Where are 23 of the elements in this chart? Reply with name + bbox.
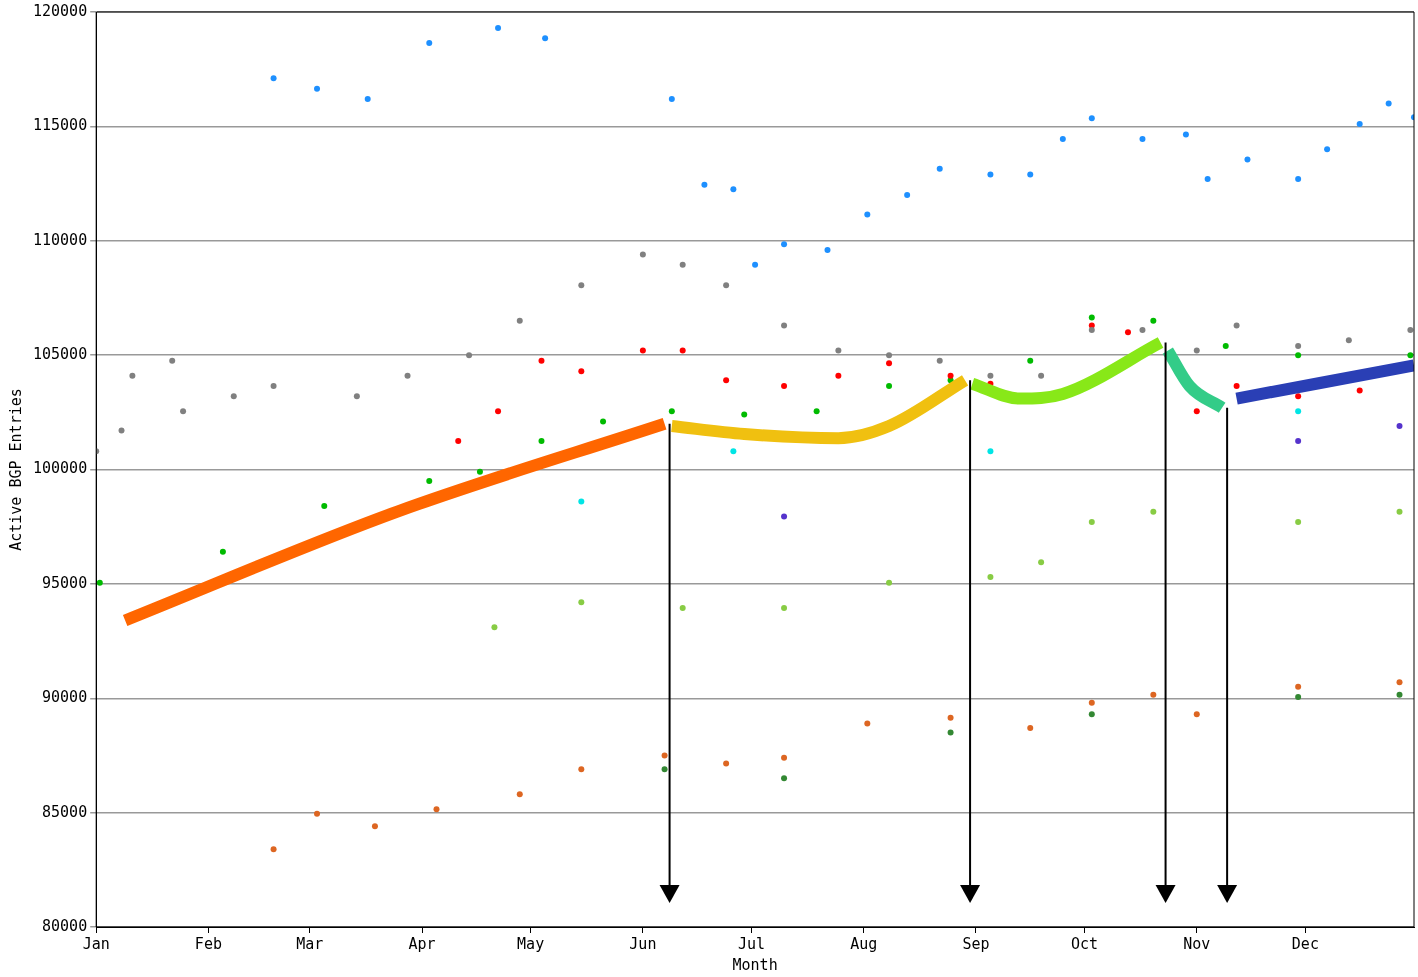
y-axis-title: Active BGP Entries (6, 388, 25, 551)
x-tick-label: Dec (1291, 934, 1319, 953)
x-axis-title: Month (732, 955, 778, 974)
y-tick-label: 120000 (33, 1, 88, 20)
y-tick-label: 110000 (33, 230, 88, 249)
x-tick-label: Sep (962, 934, 990, 953)
x-tick-label: Oct (1071, 934, 1099, 953)
x-tick-label: Apr (408, 934, 436, 953)
x-tick-label: Nov (1183, 934, 1211, 953)
x-tick-label: Jul (737, 934, 766, 953)
x-tick-label: May (517, 934, 545, 953)
x-tick-label: Jun (629, 934, 657, 953)
x-tick-label: Aug (850, 934, 878, 953)
y-tick-label: 80000 (42, 916, 88, 935)
y-tick-label: 115000 (33, 116, 88, 135)
x-tick-label: Jan (82, 934, 110, 953)
x-tick-label: Mar (296, 934, 324, 953)
y-tick-label: 100000 (33, 459, 88, 478)
y-tick-label: 95000 (42, 573, 88, 592)
y-tick-label: 105000 (33, 345, 88, 364)
y-tick-label: 90000 (42, 688, 88, 707)
y-tick-label: 85000 (42, 802, 88, 821)
x-tick-label: Feb (194, 934, 222, 953)
